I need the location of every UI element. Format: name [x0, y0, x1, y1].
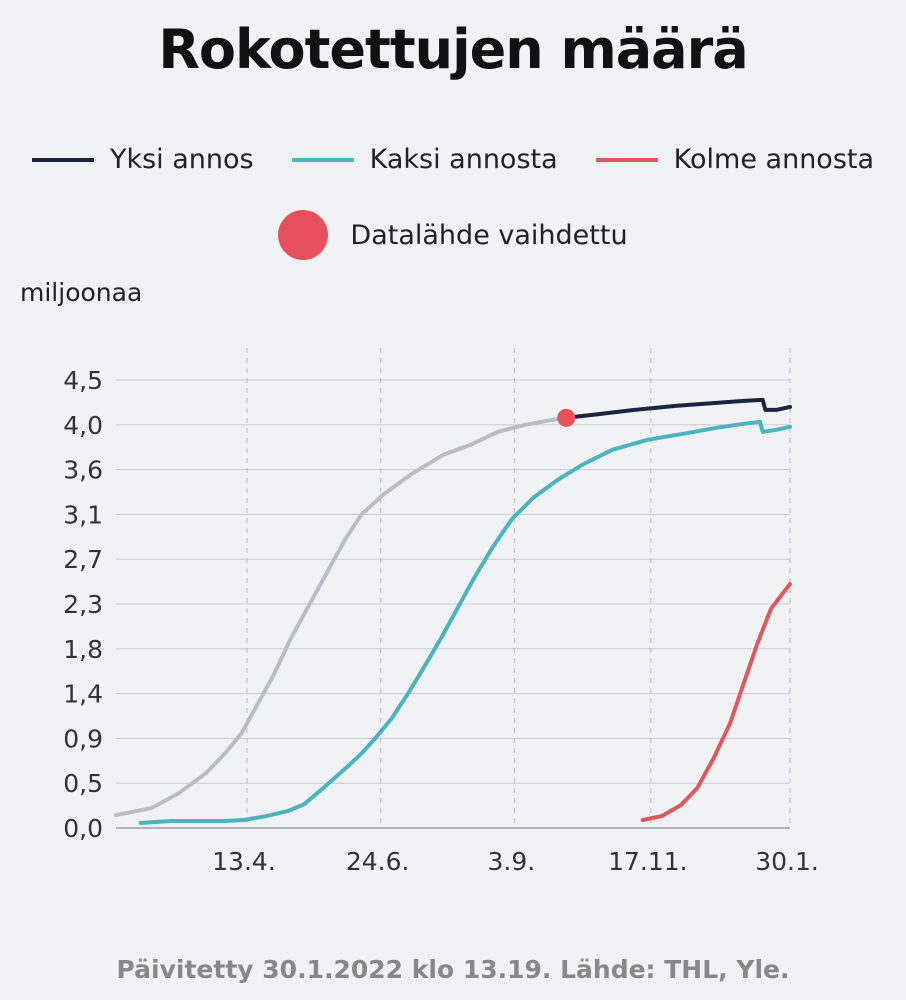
- legend-marker-row: Datalähde vaihdettu: [0, 210, 906, 260]
- y-tick-label: 0,0: [63, 814, 103, 843]
- x-tick-label: 17.11.: [608, 847, 688, 876]
- legend: Yksi annos Kaksi annosta Kolme annosta: [0, 144, 906, 175]
- legend-swatch-kaksi-annosta: [291, 157, 354, 162]
- chart-title: Rokotettujen määrä: [158, 18, 748, 81]
- y-tick-label: 3,1: [63, 500, 103, 529]
- legend-item-datalahde: Datalähde vaihdettu: [278, 210, 628, 260]
- x-tick-label: 30.1.: [755, 847, 819, 876]
- y-tick-label: 2,3: [63, 590, 103, 619]
- legend-item-kaksi-annosta: Kaksi annosta: [291, 144, 558, 175]
- legend-item-kolme-annosta: Kolme annosta: [595, 144, 875, 175]
- series-line: [138, 419, 792, 825]
- y-tick-label: 0,5: [63, 769, 103, 798]
- series-line: [640, 582, 792, 822]
- y-tick-label: 4,5: [63, 366, 103, 395]
- y-axis-unit-label: miljoonaa: [20, 278, 143, 307]
- y-tick-label: 4,0: [63, 411, 103, 440]
- x-tick-label: 3.9.: [488, 847, 536, 876]
- legend-dot-datalahde: [278, 210, 329, 260]
- y-tick-label: 0,9: [63, 724, 103, 753]
- y-tick-label: 1,8: [63, 635, 103, 664]
- series-line: [114, 415, 569, 818]
- legend-label-yksi-annos: Yksi annos: [109, 144, 254, 175]
- legend-swatch-kolme-annosta: [595, 157, 658, 162]
- y-tick-label: 1,4: [63, 680, 103, 709]
- legend-swatch-yksi-annos: [31, 157, 94, 162]
- legend-item-yksi-annos: Yksi annos: [31, 144, 254, 175]
- data-source-change-marker: [557, 408, 576, 427]
- series-line: [564, 397, 792, 420]
- legend-label-kaksi-annosta: Kaksi annosta: [369, 144, 558, 175]
- footer-source: Päivitetty 30.1.2022 klo 13.19. Lähde: T…: [116, 955, 790, 984]
- legend-label-kolme-annosta: Kolme annosta: [673, 144, 875, 175]
- x-tick-label: 13.4.: [212, 847, 276, 876]
- y-tick-label: 2,7: [63, 545, 103, 574]
- x-tick-label: 24.6.: [346, 847, 410, 876]
- legend-label-datalahde: Datalähde vaihdettu: [350, 219, 628, 251]
- y-tick-label: 3,6: [63, 456, 103, 485]
